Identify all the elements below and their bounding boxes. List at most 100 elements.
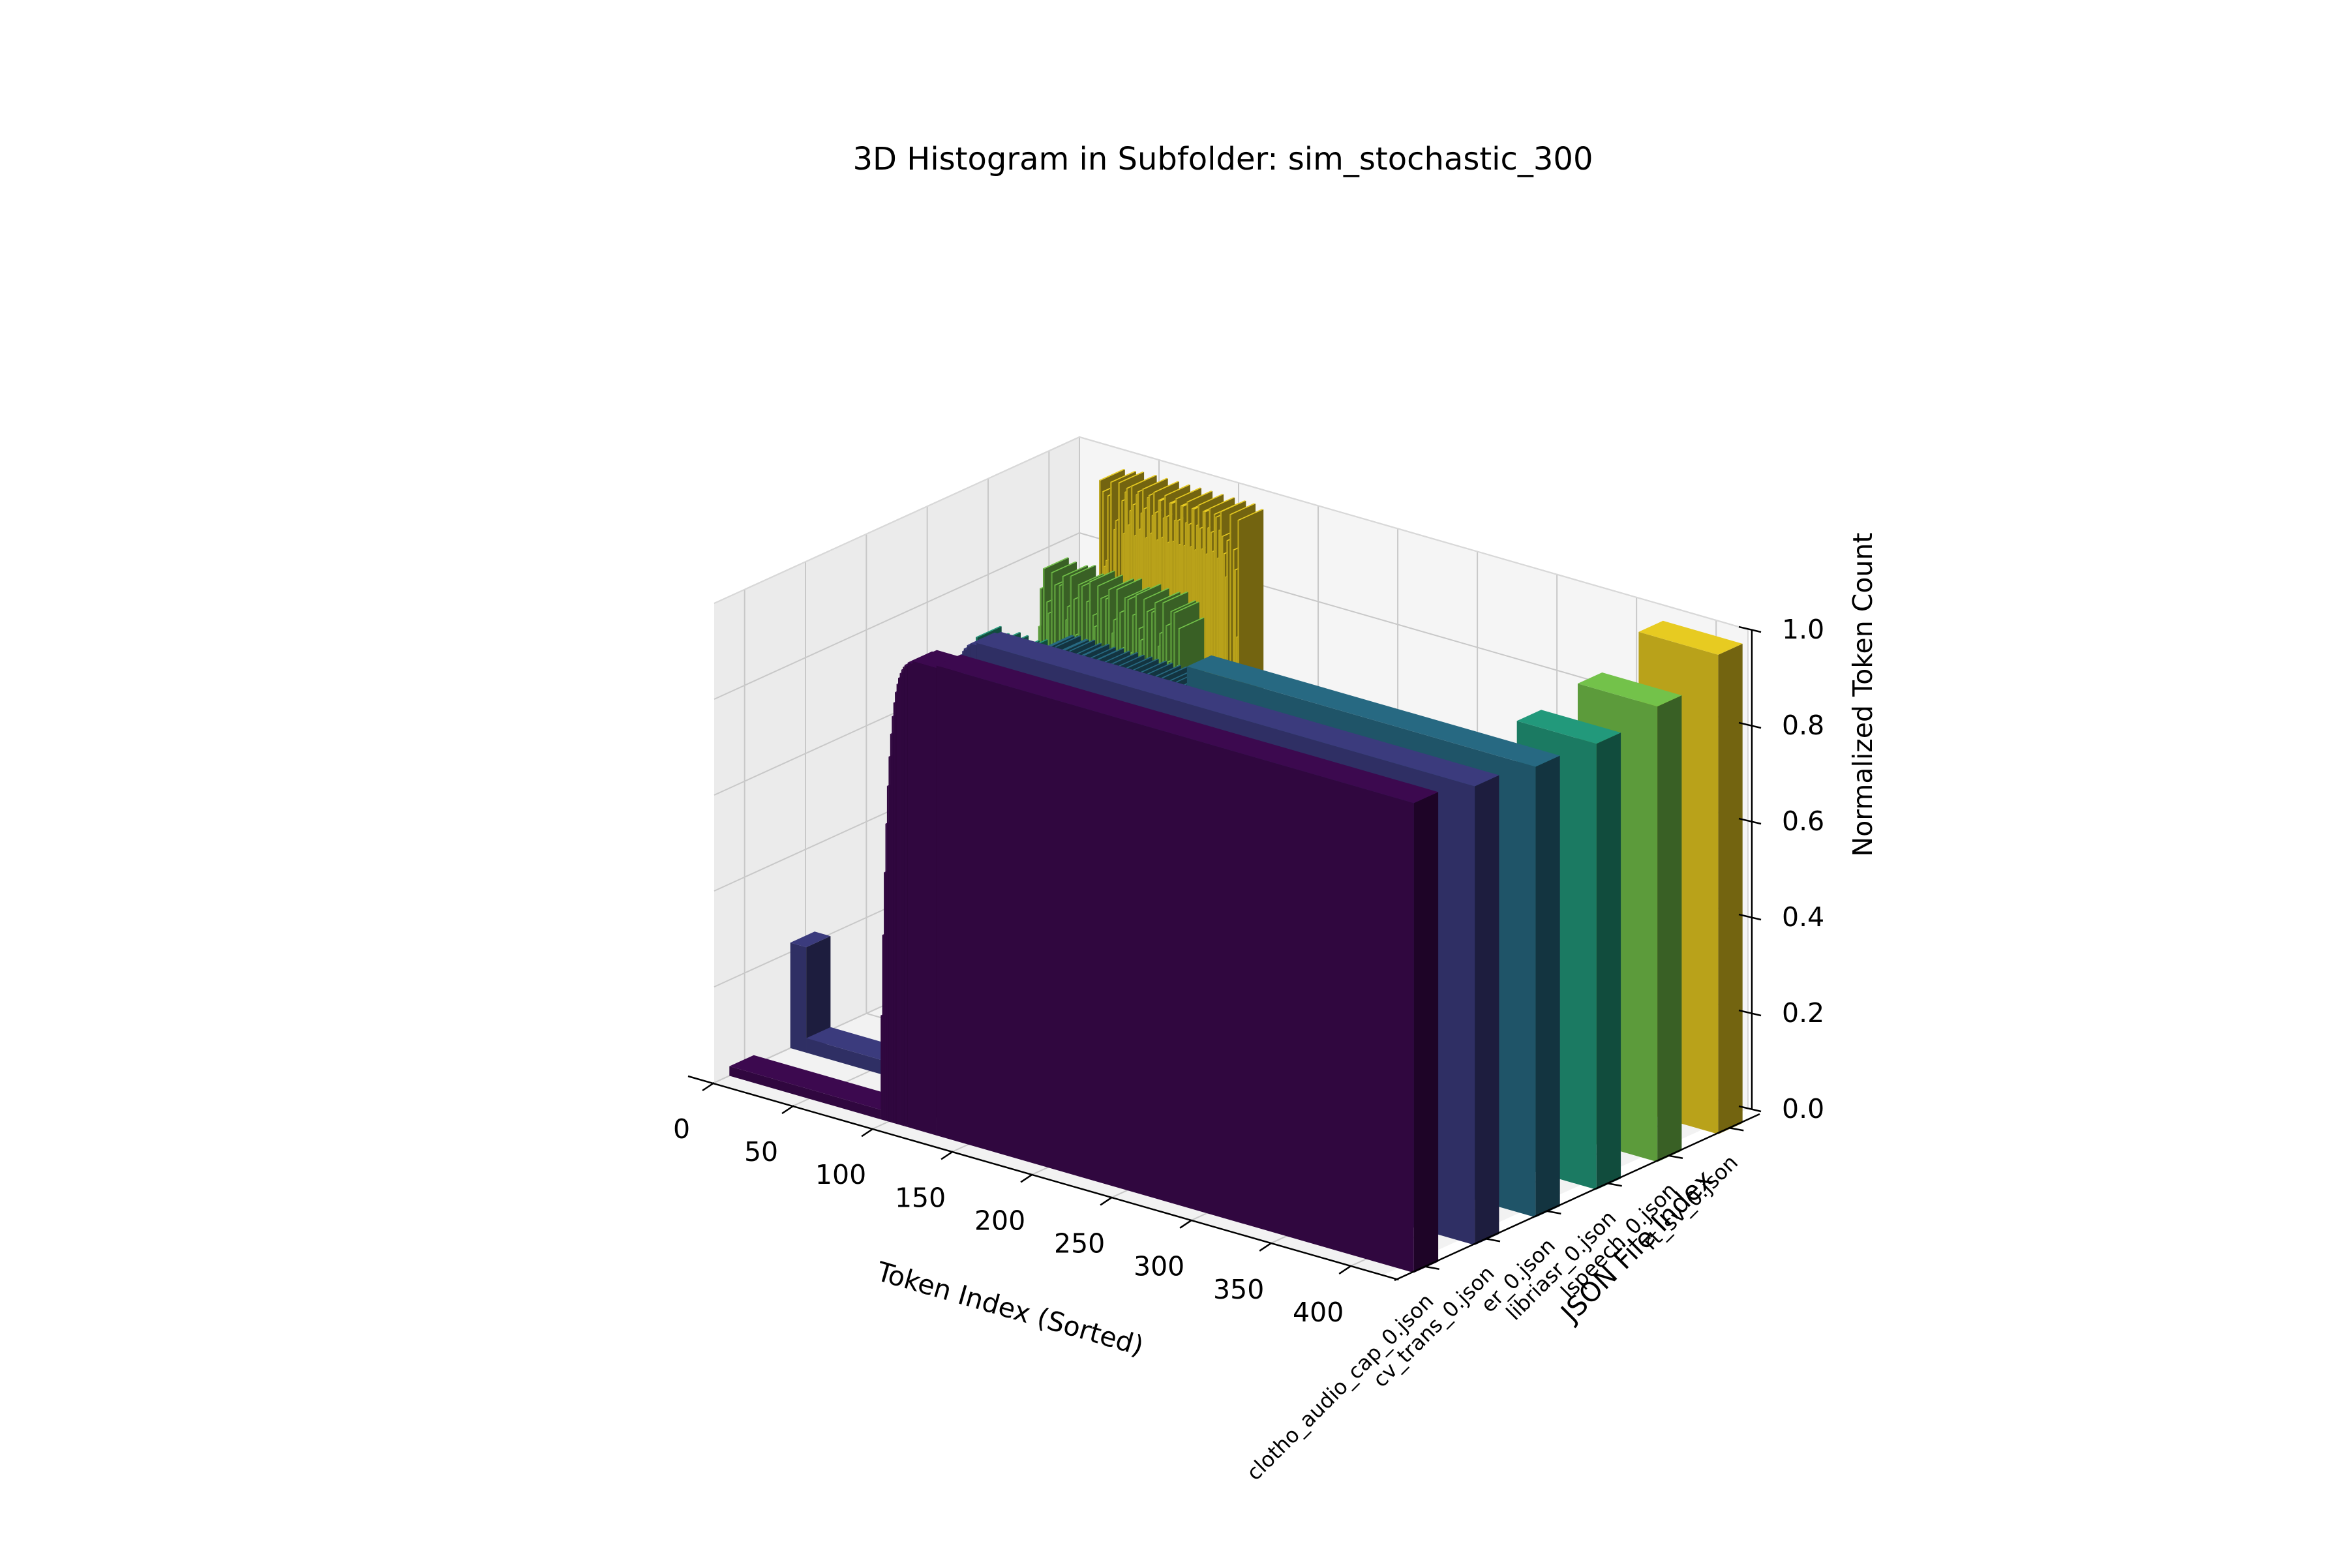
bar-front [885, 823, 887, 1121]
bar-front [790, 942, 807, 1053]
bar-front [893, 702, 896, 1124]
z-tick-label: 0.0 [1782, 1093, 1824, 1124]
bar-top [1076, 642, 1102, 655]
bar-side [1718, 643, 1743, 1134]
pane-edge [1079, 436, 1749, 630]
bar-top [1178, 617, 1205, 629]
bar-top [1043, 557, 1069, 569]
bar-side [1657, 695, 1682, 1162]
bar-side [1535, 755, 1560, 1218]
bar-top [1070, 565, 1096, 577]
bar-top [1047, 635, 1075, 647]
x-tick-mark [1338, 1265, 1351, 1274]
y-axis-line [1394, 1113, 1760, 1282]
chart-title: 3D Histogram in Subfolder: sim_stochasti… [852, 141, 1593, 177]
bar-front [888, 757, 890, 1123]
bar-top [1055, 635, 1081, 647]
z-tick-mark [1738, 626, 1762, 633]
bar-top [1164, 484, 1190, 496]
bar-top [1209, 497, 1235, 509]
bar-front [882, 935, 884, 1121]
z-tick-mark [1738, 1105, 1762, 1113]
bar-top [1130, 475, 1157, 487]
pane-edges [714, 436, 1749, 1109]
bar-top [1133, 658, 1159, 671]
bar-top [1104, 650, 1130, 663]
bar-front [907, 662, 912, 1129]
grid-z-line [714, 532, 1749, 726]
z-tick-label: 0.8 [1782, 710, 1824, 741]
bar-top [1173, 601, 1199, 613]
x-tick-mark [1259, 1242, 1272, 1252]
bar-top [729, 1055, 905, 1110]
x-tick-mark [781, 1105, 794, 1115]
bar-side [1413, 792, 1439, 1273]
bar-top [912, 650, 961, 669]
bar-front [895, 692, 897, 1124]
bar-top [1516, 710, 1621, 744]
bar-top [1108, 578, 1134, 590]
x-tick-label: 50 [744, 1136, 778, 1168]
x-axis: 0 50 100 150 200 250 300 350 400 [673, 1075, 1399, 1328]
bar-top [1154, 592, 1181, 603]
x-tick-label: 300 [1134, 1251, 1184, 1282]
x-axis-line [687, 1075, 1399, 1281]
z-tick-label: 0.6 [1782, 806, 1824, 837]
x-tick-label: 200 [974, 1205, 1025, 1236]
bar-front [898, 678, 900, 1125]
bar-front [912, 661, 937, 1136]
bar-top [1089, 570, 1115, 582]
bar-top [1112, 652, 1138, 664]
x-tick-label: 400 [1293, 1297, 1344, 1328]
bar-top [976, 626, 1002, 638]
bar-front [899, 673, 901, 1126]
x-tick-label: 0 [673, 1113, 690, 1145]
x-tick-label: 100 [815, 1159, 866, 1190]
y-tick-mark [1607, 1183, 1622, 1187]
bar-top [1161, 666, 1188, 678]
bar-top [1090, 646, 1116, 659]
bar-side [1475, 775, 1499, 1245]
bar-top [1051, 561, 1077, 573]
bar-top [1083, 644, 1110, 656]
bar-top [1155, 665, 1181, 677]
series-clotho-audio-cap-0-json [729, 650, 1439, 1273]
bar-front [886, 786, 889, 1122]
bar-front [890, 734, 892, 1123]
bar-top [1118, 472, 1145, 483]
bar-side [1596, 732, 1621, 1190]
bar-top [1578, 672, 1682, 707]
z-axis-label: Normalized Token Count [1847, 533, 1878, 857]
bar-front [901, 669, 903, 1126]
x-tick-mark [1020, 1173, 1033, 1183]
bar-top [1220, 500, 1246, 512]
bar-top [1162, 591, 1188, 603]
x-tick-label: 350 [1213, 1274, 1264, 1305]
x-tick-mark [941, 1151, 954, 1160]
bar-top [1237, 509, 1264, 520]
bar-top [1077, 573, 1104, 585]
bar-top [976, 631, 1499, 787]
bar-front [936, 665, 1414, 1273]
z-tick-label: 0.2 [1782, 997, 1824, 1029]
bar-top [1229, 503, 1256, 515]
pane-edge [714, 436, 1080, 604]
bar-top [1097, 575, 1123, 586]
bar-top [1135, 584, 1162, 596]
bar-top [1110, 471, 1136, 483]
bar-top [1116, 578, 1143, 590]
bar-top [1147, 662, 1173, 674]
bar-front [884, 872, 886, 1121]
y-tick-mark [1668, 1154, 1683, 1159]
x-tick-mark [1100, 1196, 1113, 1206]
bar-top [1142, 477, 1168, 490]
bar-top [1141, 660, 1167, 672]
bar-top [1143, 588, 1169, 600]
z-tick-label: 1.0 [1782, 614, 1824, 645]
bar-top [1077, 646, 1104, 658]
z-tick-mark [1738, 817, 1762, 825]
z-tick-label: 0.4 [1782, 901, 1824, 933]
x-tick-mark [702, 1081, 715, 1092]
